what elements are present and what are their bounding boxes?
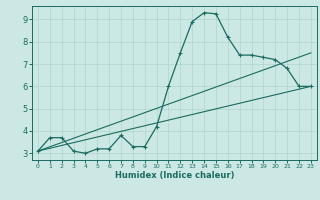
X-axis label: Humidex (Indice chaleur): Humidex (Indice chaleur) [115,171,234,180]
